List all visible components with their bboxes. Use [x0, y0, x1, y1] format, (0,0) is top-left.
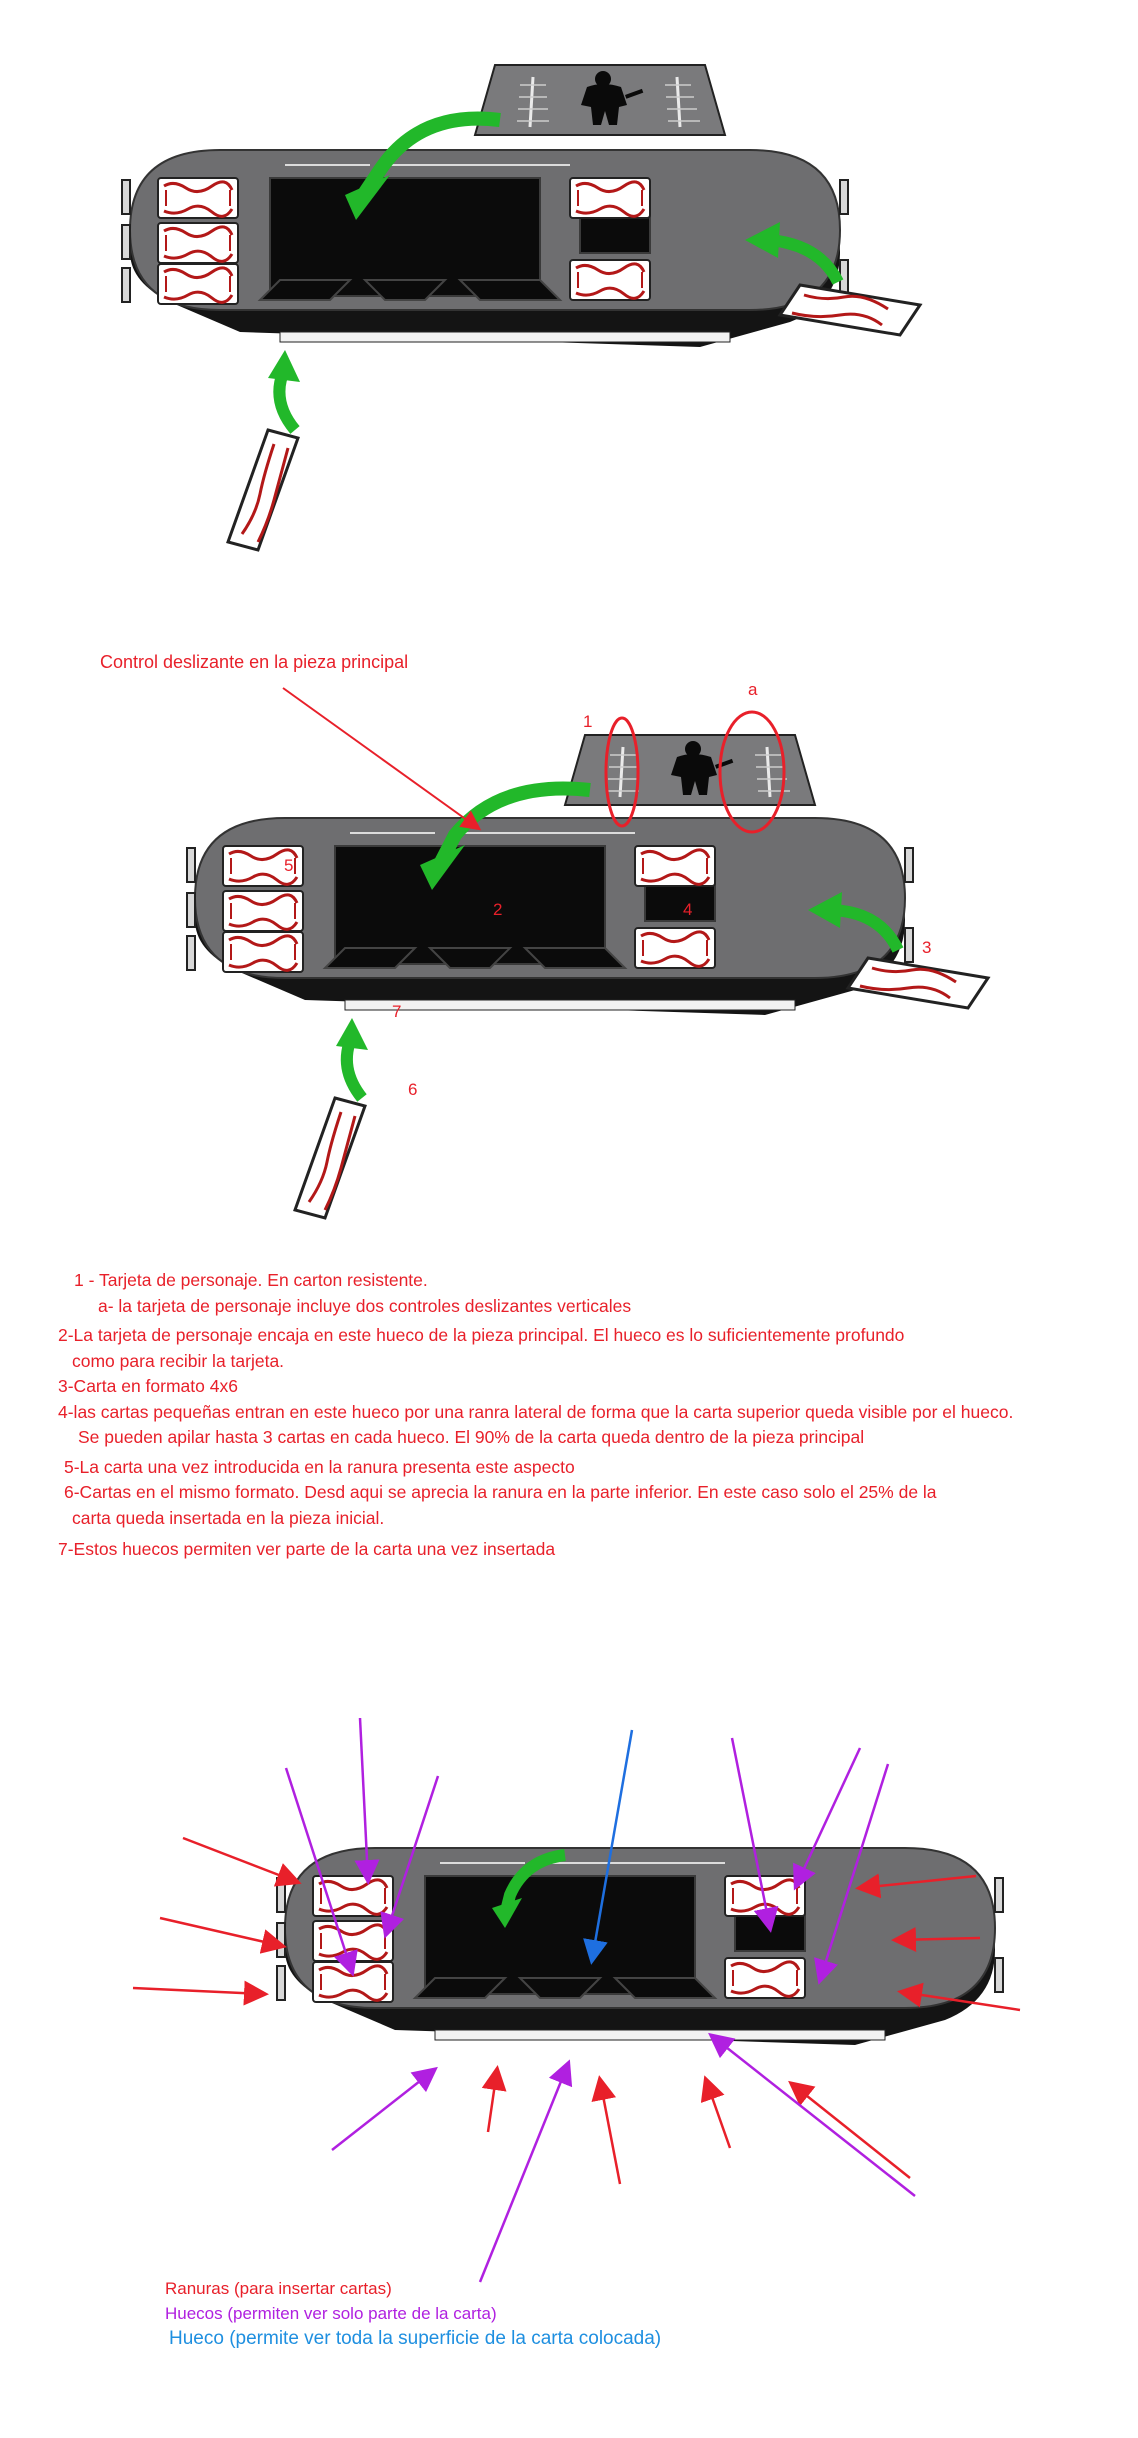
main-piece-2: [187, 818, 913, 1015]
label-a: a: [748, 680, 758, 699]
card-4x6-bottom-1: [226, 428, 300, 552]
character-card-1: [473, 63, 727, 137]
label-3: 3: [922, 938, 932, 957]
slot-arrows: [132, 1836, 1021, 2185]
control-pointer-arrow: [282, 687, 482, 831]
note-5: 5-La carta una vez introducida en la ran…: [64, 1456, 575, 1477]
figure-3: [132, 1717, 1021, 2283]
label-5: 5: [284, 856, 294, 875]
note-4: 4-las cartas pequeñas entran en este hue…: [58, 1401, 1014, 1422]
note-1a: a- la tarjeta de personaje incluye dos c…: [98, 1295, 632, 1316]
main-piece-1: [122, 150, 848, 347]
legend-slots: Ranuras (para insertar cartas): [165, 2279, 392, 2298]
full-window-arrow: [583, 1729, 634, 1965]
slider-circle-1: [604, 716, 640, 828]
main-piece-3: [277, 1848, 1003, 2045]
label-1: 1: [583, 712, 593, 731]
label-6: 6: [408, 1080, 418, 1099]
label-4: 4: [683, 900, 693, 919]
label-2: 2: [493, 900, 503, 919]
note-4b: Se pueden apilar hasta 3 cartas en cada …: [78, 1427, 865, 1447]
green-arrow-right: [769, 234, 844, 285]
note-3: 3-Carta en formato 4x6: [58, 1376, 238, 1396]
figure-1: [122, 63, 922, 552]
slider-circle-a: [718, 710, 786, 834]
note-2b: como para recibir la tarjeta.: [72, 1350, 285, 1371]
legend-partial-windows: Huecos (permiten ver solo parte de la ca…: [165, 2304, 497, 2323]
partial-window-arrows: [284, 1717, 916, 2283]
note-7: 7-Estos huecos permiten ver parte de la …: [58, 1539, 556, 1559]
control-label: Control deslizante en la pieza principal: [100, 652, 409, 672]
card-4x6-right-2: [846, 956, 990, 1010]
figure-2: [187, 687, 990, 1220]
note-1: 1 - Tarjeta de personaje. En carton resi…: [74, 1270, 428, 1290]
legend: Ranuras (para insertar cartas) Huecos (p…: [165, 2276, 661, 2351]
note-6b: carta queda insertada en la pieza inicia…: [72, 1507, 385, 1528]
card-4x6-right-1: [778, 283, 922, 337]
notes-list: 1 - Tarjeta de personaje. En carton resi…: [50, 1268, 1130, 1563]
note-6: 6-Cartas en el mismo formato. Desd aqui …: [64, 1482, 937, 1502]
character-card-2: [563, 733, 817, 807]
legend-full-window: Hueco (permite ver toda la superficie de…: [169, 2328, 662, 2349]
card-4x6-bottom-2: [293, 1096, 367, 1220]
green-arrow-char: [354, 111, 501, 204]
label-7: 7: [392, 1002, 402, 1021]
note-2: 2-La tarjeta de personaje encaja en este…: [58, 1325, 905, 1345]
